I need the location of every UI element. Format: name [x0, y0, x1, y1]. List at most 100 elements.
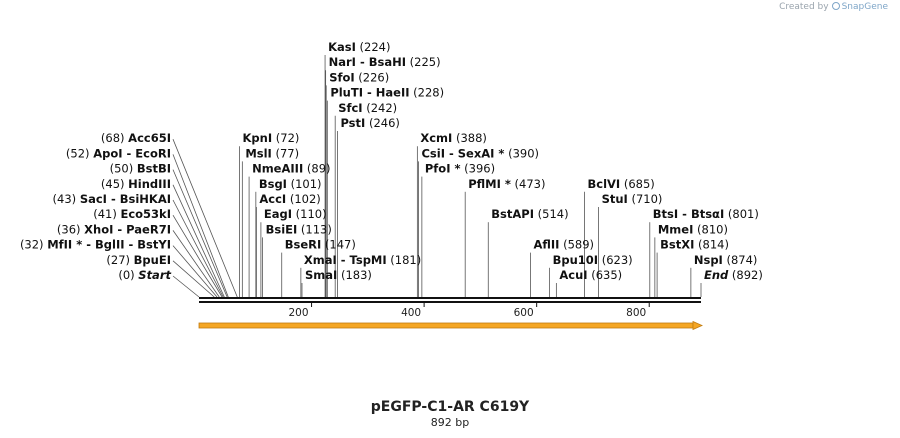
- site-position: (685): [620, 177, 655, 191]
- site-position: (242): [363, 101, 398, 115]
- site-label: PflMI * (473): [468, 177, 545, 191]
- site-aflii[interactable]: AflII (589): [533, 238, 594, 252]
- site-position: (110): [292, 207, 327, 221]
- site-position: (396): [461, 162, 496, 176]
- credit-brand: SnapGene: [841, 2, 888, 12]
- site-pluti-haeii[interactable]: PluTI - HaeII (228): [330, 86, 444, 100]
- site-label: (68) Acc65I: [101, 131, 171, 145]
- site-label: BstXI (814): [660, 238, 729, 252]
- plasmid-name: pEGFP-C1-AR C619Y: [370, 399, 530, 415]
- site-name: MslI: [245, 146, 272, 160]
- site-position: (710): [628, 192, 663, 206]
- site-sfci[interactable]: SfcI (242): [338, 101, 397, 115]
- site-position: (225): [406, 55, 441, 69]
- site-position: (874): [723, 253, 758, 267]
- site-label: MmeI (810): [658, 222, 728, 236]
- site-name: BstBI: [137, 162, 171, 176]
- site-bpu10i[interactable]: Bpu10I (623): [553, 253, 633, 267]
- site-name: PstI: [340, 116, 365, 130]
- site-eco53ki[interactable]: (41) Eco53kI: [93, 207, 171, 221]
- site-xcmi[interactable]: XcmI (388): [420, 131, 487, 145]
- site-msli[interactable]: MslI (77): [245, 146, 299, 160]
- site-name: XmaI - TspMI: [304, 253, 387, 267]
- site-name: SacI - BsiHKAI: [80, 192, 171, 206]
- site-bstbi[interactable]: (50) BstBI: [110, 162, 171, 176]
- site-position: (635): [588, 268, 623, 282]
- feature-arrow-head: [692, 320, 703, 331]
- site-position: (810): [693, 222, 728, 236]
- site-position: (52): [66, 146, 93, 160]
- site-name: Bpu10I: [553, 253, 598, 267]
- site-label: PstI (246): [340, 116, 399, 130]
- site-hindiii[interactable]: (45) HindIII: [101, 177, 171, 191]
- site-nmeaiii[interactable]: NmeAIII (89): [252, 162, 330, 176]
- site-smai[interactable]: SmaI (183): [305, 268, 372, 282]
- site-bclvi[interactable]: BclVI (685): [588, 177, 655, 191]
- site-position: (589): [559, 238, 594, 252]
- site-csii-sexai[interactable]: CsiI - SexAI * (390): [421, 146, 539, 160]
- site-name: End: [704, 268, 729, 282]
- site-nspi[interactable]: NspI (874): [694, 253, 758, 267]
- site-kpni[interactable]: KpnI (72): [243, 131, 300, 145]
- site-position: (181): [387, 253, 422, 267]
- site-leader-line: [172, 154, 229, 298]
- site-acci[interactable]: AccI (102): [259, 192, 320, 206]
- site-bpuei[interactable]: (27) BpuEI: [106, 253, 171, 267]
- site-label: BsiEI (113): [266, 222, 332, 236]
- site-name: ApoI - EcoRI: [93, 146, 171, 160]
- site-label: AflII (589): [533, 238, 594, 252]
- snapgene-credit: Created by SnapGene: [779, 2, 888, 12]
- site-kasi[interactable]: KasI (224): [328, 40, 390, 54]
- site-bstapi[interactable]: BstAPI (514): [491, 207, 568, 221]
- site-apoi-ecori[interactable]: (52) ApoI - EcoRI: [66, 146, 171, 160]
- site-pfoi[interactable]: PfoI * (396): [425, 162, 495, 176]
- site-label: NmeAIII (89): [252, 162, 330, 176]
- plasmid-length: 892 bp: [430, 416, 470, 429]
- site-btsi-bts-i[interactable]: BtsI - BtsαI (801): [653, 207, 759, 221]
- site-label: (32) MfII * - BglII - BstYI: [20, 238, 171, 252]
- site-sfoi[interactable]: SfoI (226): [329, 70, 389, 84]
- site-name: PluTI - HaeII: [330, 86, 409, 100]
- site-bseri[interactable]: BseRI (147): [285, 238, 356, 252]
- site-leader-line: [172, 230, 220, 298]
- site-pflmi[interactable]: PflMI * (473): [468, 177, 545, 191]
- site-end[interactable]: End (892): [704, 268, 763, 282]
- site-bstxi[interactable]: BstXI (814): [660, 238, 729, 252]
- site-position: (390): [504, 146, 539, 160]
- site-leader-line: [172, 214, 223, 298]
- site-name: BsiEI: [266, 222, 298, 236]
- site-acc65i[interactable]: (68) Acc65I: [101, 131, 171, 145]
- site-nari-bsahi[interactable]: NarI - BsaHI (225): [329, 55, 441, 69]
- site-stui[interactable]: StuI (710): [602, 192, 663, 206]
- site-saci-bsihkai[interactable]: (43) SacI - BsiHKAI: [53, 192, 171, 206]
- leader-lines: [172, 55, 702, 298]
- site-name: MmeI: [658, 222, 694, 236]
- site-acui[interactable]: AcuI (635): [559, 268, 622, 282]
- site-psti[interactable]: PstI (246): [340, 116, 399, 130]
- site-bsiei[interactable]: BsiEI (113): [266, 222, 332, 236]
- site-name: HindIII: [128, 177, 171, 191]
- ruler-tick-label: 600: [514, 307, 534, 319]
- site-eagi[interactable]: EagI (110): [264, 207, 327, 221]
- site-name: KpnI: [243, 131, 273, 145]
- feature-arrow[interactable]: [198, 320, 703, 331]
- site-xhoi-paer7i[interactable]: (36) XhoI - PaeR7I: [57, 222, 171, 236]
- site-label: MslI (77): [245, 146, 299, 160]
- site-label: AccI (102): [259, 192, 320, 206]
- site-position: (183): [337, 268, 372, 282]
- site-label: Bpu10I (623): [553, 253, 633, 267]
- site-position: (50): [110, 162, 137, 176]
- site-xmai-tspmi[interactable]: XmaI - TspMI (181): [304, 253, 421, 267]
- site-start[interactable]: (0) Start: [118, 268, 171, 282]
- ruler-ticks: 200 400 600 800: [289, 303, 650, 319]
- site-position: (801): [724, 207, 759, 221]
- site-mfii-bglii-bstyi[interactable]: (32) MfII * - BglII - BstYI: [20, 238, 171, 252]
- site-position: (147): [321, 238, 356, 252]
- site-name: BstAPI: [491, 207, 534, 221]
- site-bsgi[interactable]: BsgI (101): [259, 177, 322, 191]
- site-mmei[interactable]: MmeI (810): [658, 222, 728, 236]
- site-name: BpuEI: [134, 253, 171, 267]
- site-name: PfoI *: [425, 162, 461, 176]
- site-position: (892): [728, 268, 763, 282]
